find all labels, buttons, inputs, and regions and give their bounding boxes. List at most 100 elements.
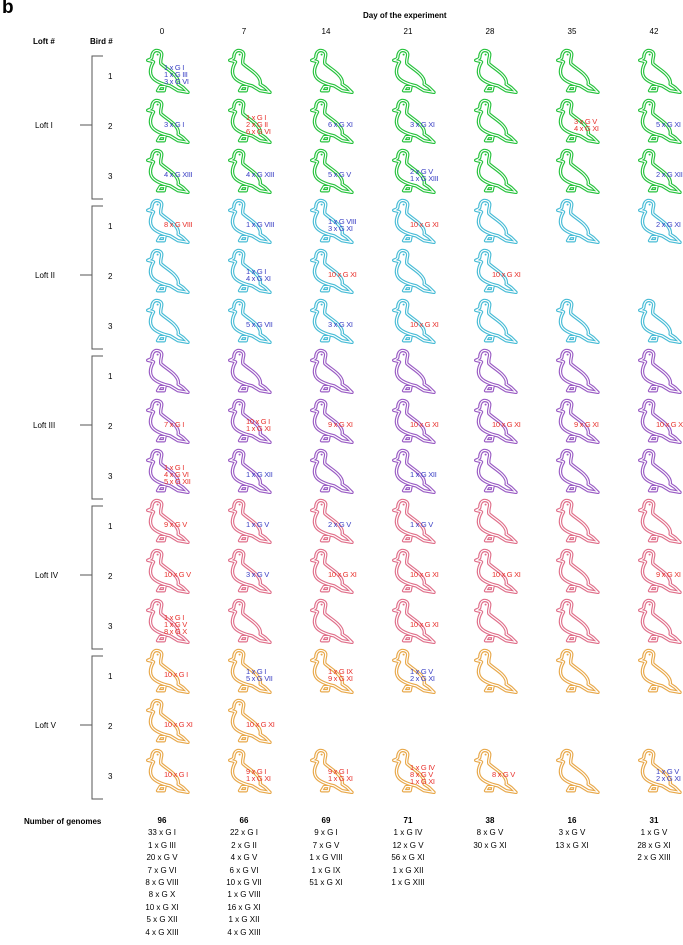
pigeon-icon	[310, 748, 354, 794]
genome-count: 2 x G II	[246, 120, 268, 130]
pigeon-icon	[474, 98, 518, 144]
genome-count: 9 x G V	[164, 520, 187, 530]
genome-count: 9 x G XI	[328, 420, 353, 430]
pigeon-icon	[638, 648, 682, 694]
pigeon-icon	[638, 148, 682, 194]
pigeon-icon	[146, 498, 190, 544]
pigeon-icon	[392, 398, 436, 444]
genome-total: 38	[485, 816, 495, 825]
genome-annotation: 3 x G I	[164, 121, 184, 129]
genome-count: 1 x G V	[410, 666, 433, 676]
pigeon-icon	[146, 348, 190, 394]
genome-annotation: 3 x G V	[246, 571, 269, 579]
loft-label: Loft III	[33, 421, 56, 430]
genome-count: 5 x G XI	[656, 120, 681, 130]
genome-count: 10 x G XI	[410, 420, 439, 430]
genome-count: 1 x G V	[246, 520, 269, 530]
pigeon-icon	[146, 648, 190, 694]
genome-total: 96	[157, 816, 167, 825]
day-label: 28	[485, 27, 495, 36]
genome-annotation: 10 x G XI	[492, 571, 521, 579]
genome-breakdown: 5 x G XII	[146, 915, 178, 925]
genome-count: 1 x G VIII	[328, 216, 357, 226]
genome-count: 9 x G XI	[574, 420, 599, 430]
pigeon-icon	[146, 598, 190, 644]
genome-annotation: 6 x G XI	[328, 121, 353, 129]
pigeon-icon	[228, 698, 272, 744]
genome-count: 10 x G XI	[410, 570, 439, 580]
pigeon-icon	[392, 48, 436, 94]
genome-annotation: 10 x G XI	[492, 421, 521, 429]
pigeon-icon	[146, 98, 190, 144]
genome-count: 5 x G XII	[164, 477, 191, 487]
genome-breakdown: 30 x G XI	[473, 840, 507, 850]
bird-number: 1	[108, 522, 113, 531]
genome-annotation: 3 x G XI	[410, 121, 435, 129]
bird-number: 3	[108, 322, 113, 331]
genome-breakdown: 4 x G XIII	[145, 927, 179, 937]
loft-label: Loft IV	[35, 571, 59, 580]
genome-count: 5 x G V	[328, 170, 351, 180]
genome-breakdown: 8 x G X	[148, 890, 176, 900]
pigeon-icon	[638, 598, 682, 644]
genome-count: 3 x G XI	[328, 223, 353, 233]
pigeon-icon	[392, 648, 436, 694]
pigeon-icon	[392, 148, 436, 194]
pigeon-icon	[310, 598, 354, 644]
genome-breakdown: 16 x G XI	[227, 902, 261, 912]
genome-count: 1 x G IV	[410, 763, 435, 773]
pigeon-icon	[392, 598, 436, 644]
genome-breakdown: 3 x G V	[558, 828, 586, 838]
pigeon-icon	[556, 348, 600, 394]
pigeon-icon	[228, 348, 272, 394]
pigeon-icon	[228, 248, 272, 294]
genome-total: 71	[403, 816, 413, 825]
genome-breakdown: 13 x G XI	[555, 840, 589, 850]
pigeon-icon	[474, 448, 518, 494]
bird-number: 1	[108, 72, 113, 81]
pigeon-icon	[310, 498, 354, 544]
loft-bracket	[80, 505, 103, 650]
pigeon-icon	[474, 648, 518, 694]
pigeon-icon	[310, 198, 354, 244]
pigeon-icon	[638, 548, 682, 594]
totals-label: Number of genomes	[24, 817, 102, 826]
genome-count: 1 x G XII	[410, 470, 437, 480]
genome-count: 1 x G I	[164, 463, 184, 473]
genome-breakdown: 1 x G VIII	[309, 853, 343, 863]
genome-count: 1 x G XI	[328, 773, 353, 783]
pigeon-icon	[228, 198, 272, 244]
genome-count: 1 x G I	[246, 266, 266, 276]
genome-count: 1 x G VIII	[246, 220, 275, 230]
genome-annotation: 10 x G XI	[410, 570, 439, 580]
genome-count: 1 x G V	[656, 766, 679, 776]
genome-annotation: 9 x G XI	[656, 571, 681, 579]
genome-count: 4 x G XI	[246, 273, 271, 283]
pigeon-icon	[392, 248, 436, 294]
genome-breakdown: 4 x G XIII	[227, 927, 261, 937]
pigeon-icon	[310, 448, 354, 494]
pigeon-icon	[228, 398, 272, 444]
panel-label: b	[2, 0, 14, 18]
genome-count: 1 x G XI	[246, 773, 271, 783]
genome-breakdown: 8 x G V	[476, 828, 504, 838]
pigeon-icon	[392, 298, 436, 344]
pigeon-icon	[638, 398, 682, 444]
pigeon-icon	[392, 198, 436, 244]
genome-annotation: 10 x G XI	[492, 271, 521, 279]
genome-annotation: 7 x G I	[164, 421, 184, 429]
genome-annotation: 5 x G VII	[246, 320, 273, 330]
bird-number: 3	[108, 772, 113, 781]
pigeon-icon	[556, 548, 600, 594]
genome-breakdown: 8 x G VIII	[145, 878, 179, 888]
pigeon-icon	[474, 548, 518, 594]
genome-count: 1 x G I	[246, 113, 266, 123]
genome-count: 1 x G III	[164, 70, 188, 80]
pigeon-icon	[146, 448, 190, 494]
pigeon-icon	[228, 748, 272, 794]
genome-count: 5 x G VII	[246, 320, 273, 330]
genome-count: 8 x G VIII	[164, 220, 193, 230]
